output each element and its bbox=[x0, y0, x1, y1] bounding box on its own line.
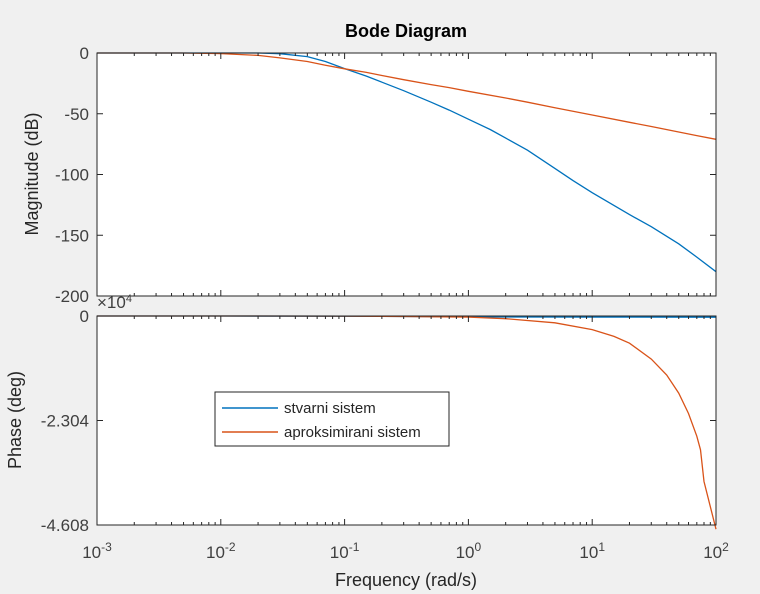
magnitude-y-tick-label: -200 bbox=[55, 287, 89, 306]
magnitude-y-tick-label: -100 bbox=[55, 166, 89, 185]
legend: stvarni sistem aproksimirani sistem bbox=[214, 391, 450, 447]
magnitude-y-axis-label: Magnitude (dB) bbox=[22, 112, 42, 235]
magnitude-plot-area bbox=[97, 53, 716, 296]
phase-y-tick-label: -4.608 bbox=[41, 516, 89, 535]
phase-y-axis-label: Phase (deg) bbox=[5, 371, 25, 469]
x-tick-label: 10-2 bbox=[206, 540, 236, 562]
phase-y-multiplier-exponent: 4 bbox=[126, 293, 132, 305]
x-tick-labels: 10-3 10-2 10-1 100 101 102 bbox=[82, 540, 729, 562]
x-tick-label: 101 bbox=[579, 540, 605, 562]
phase-plot-frame bbox=[96, 315, 717, 526]
magnitude-series-line-2 bbox=[97, 52, 717, 140]
legend-box bbox=[214, 391, 450, 447]
x-tick-label: 10-3 bbox=[82, 540, 112, 562]
magnitude-plot: 0 -50 -100 -150 -200 Magnitude (dB) bbox=[22, 44, 717, 306]
magnitude-y-tick-label: 0 bbox=[80, 44, 89, 63]
x-tick-label: 102 bbox=[703, 540, 729, 562]
magnitude-y-tick-label: -50 bbox=[64, 105, 89, 124]
legend-label-stvarni: stvarni sistem bbox=[284, 400, 376, 417]
phase-y-multiplier-base: ×10 bbox=[97, 293, 126, 312]
phase-y-tick-label: -2.304 bbox=[41, 412, 89, 431]
magnitude-y-tick-label: -150 bbox=[55, 226, 89, 245]
x-tick-label: 10-1 bbox=[330, 540, 360, 562]
magnitude-plot-frame bbox=[96, 52, 717, 297]
magnitude-y-tick-labels: 0 -50 -100 -150 -200 bbox=[55, 44, 89, 306]
phase-y-tick-label: 0 bbox=[80, 307, 89, 326]
phase-y-tick-labels: 0 -2.304 -4.608 bbox=[41, 307, 89, 535]
phase-y-multiplier: ×104 bbox=[97, 293, 132, 312]
x-tick-label: 100 bbox=[456, 540, 482, 562]
legend-label-aproksimirani: aproksimirani sistem bbox=[284, 424, 421, 441]
chart-title: Bode Diagram bbox=[345, 21, 467, 41]
x-axis-label: Frequency (rad/s) bbox=[335, 570, 477, 590]
